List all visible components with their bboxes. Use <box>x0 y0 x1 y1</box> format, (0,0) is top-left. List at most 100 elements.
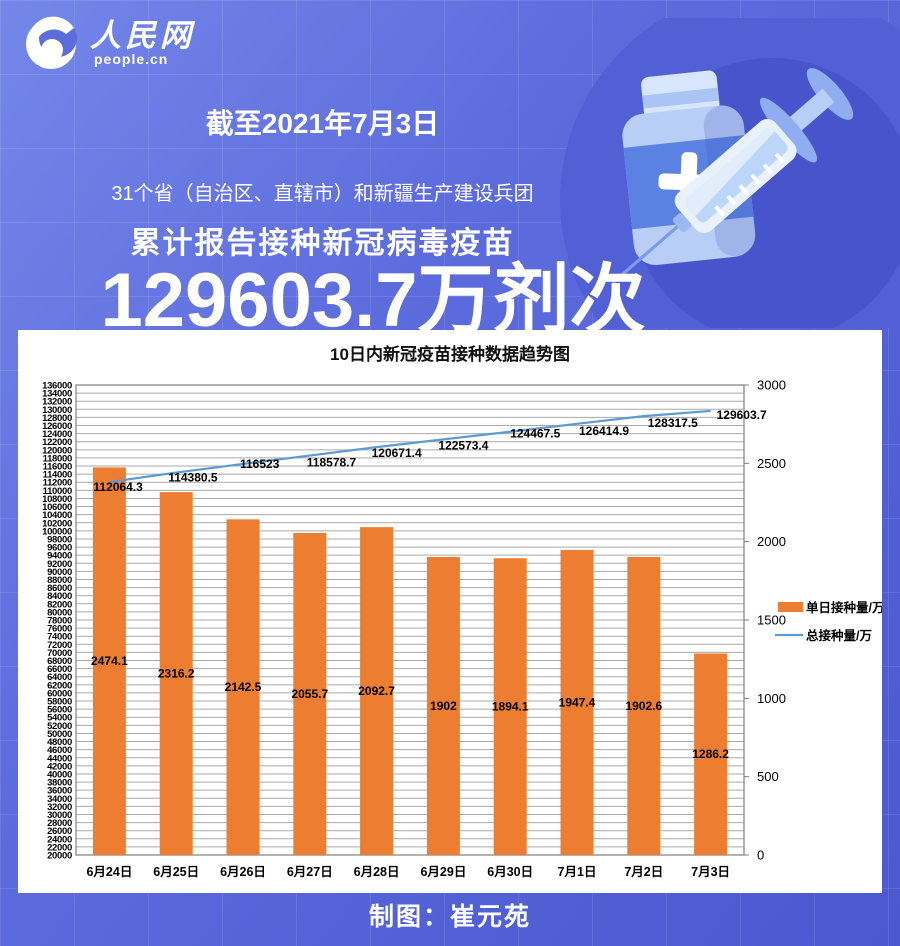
bar <box>360 527 394 855</box>
bar <box>92 467 126 855</box>
x-axis-label: 6月26日 <box>220 865 266 879</box>
left-axis-label: 56000 <box>47 705 72 716</box>
syringe-icon <box>611 68 854 285</box>
left-axis-label: 86000 <box>47 583 72 594</box>
legend-label: 单日接种量/万 <box>806 600 882 615</box>
bar-label: 2474.1 <box>91 654 128 668</box>
left-axis-label: 108000 <box>42 494 72 505</box>
left-axis-label: 60000 <box>47 688 72 699</box>
legend-label: 总接种量/万 <box>806 628 872 643</box>
left-axis-label: 22000 <box>47 842 72 853</box>
bar-label: 2092.7 <box>358 684 395 698</box>
left-axis-label: 20000 <box>47 851 72 862</box>
left-axis-label: 82000 <box>47 599 72 610</box>
logo-name: 人民网 <box>90 17 195 53</box>
left-axis-label: 116000 <box>43 462 72 473</box>
left-axis-label: 128000 <box>42 413 72 424</box>
left-axis-label: 130000 <box>42 405 72 416</box>
left-axis-label: 112000 <box>43 478 72 489</box>
line-label: 124467.5 <box>510 427 560 441</box>
left-axis-label: 132000 <box>42 397 72 408</box>
x-axis-label: 6月25日 <box>153 865 199 879</box>
left-axis-label: 126000 <box>42 421 72 432</box>
bar-label: 2316.2 <box>158 667 195 681</box>
right-axis-label: 1500 <box>757 613 786 628</box>
bar-label: 1894.1 <box>492 700 529 714</box>
bar-label: 1902.6 <box>625 699 662 713</box>
right-axis-label: 3000 <box>757 378 786 393</box>
bar <box>426 557 460 855</box>
left-axis-label: 32000 <box>47 802 72 813</box>
left-axis-label: 64000 <box>47 672 72 683</box>
headline-number: 129603.7万剂次 <box>100 258 646 343</box>
line-label: 120671.4 <box>372 446 422 460</box>
right-axis-label: 0 <box>757 848 764 863</box>
left-axis-label: 46000 <box>47 745 72 756</box>
left-axis-label: 34000 <box>47 794 72 805</box>
bar <box>493 558 527 855</box>
vaccine-illustration <box>560 18 900 328</box>
line-label: 122573.4 <box>438 438 488 452</box>
left-axis-label: 102000 <box>42 518 72 529</box>
line-label: 114380.5 <box>168 471 218 485</box>
left-axis-label: 94000 <box>47 551 72 562</box>
left-axis-label: 124000 <box>42 429 72 440</box>
left-axis-label: 114000 <box>43 470 72 481</box>
left-axis-label: 74000 <box>47 632 72 643</box>
left-axis-label: 42000 <box>47 761 72 772</box>
left-axis-label: 120000 <box>42 445 72 456</box>
bar-label: 1947.4 <box>559 695 596 709</box>
line-label: 112064.3 <box>93 480 143 494</box>
bar <box>226 519 260 855</box>
left-axis-label: 104000 <box>42 510 72 521</box>
x-axis-label: 7月3日 <box>691 865 730 879</box>
x-axis-label: 6月27日 <box>287 865 333 879</box>
chart-title: 10日内新冠疫苗接种数据趋势图 <box>330 345 570 364</box>
left-axis-label: 134000 <box>42 389 72 400</box>
left-axis-label: 50000 <box>47 729 72 740</box>
left-axis-label: 76000 <box>47 624 72 635</box>
scope-line: 31个省（自治区、直辖市）和新疆生产建设兵团 <box>111 183 534 205</box>
right-axis-label: 500 <box>757 769 779 784</box>
left-axis-label: 78000 <box>47 616 72 627</box>
left-axis-label: 72000 <box>47 640 72 651</box>
left-axis-label: 70000 <box>47 648 72 659</box>
left-axis-label: 52000 <box>47 721 72 732</box>
left-axis-label: 54000 <box>47 713 72 724</box>
right-axis-label: 2500 <box>757 456 786 471</box>
line-label: 129603.7 <box>717 408 767 422</box>
date-line: 截至2021年7月3日 <box>205 108 440 139</box>
left-axis-label: 26000 <box>47 826 72 837</box>
left-axis-label: 30000 <box>47 810 72 821</box>
x-axis-label: 6月24日 <box>86 865 132 879</box>
trend-line <box>109 409 711 484</box>
bar-label: 1286.2 <box>692 747 729 761</box>
line-label: 126414.9 <box>579 424 629 438</box>
left-axis-label: 62000 <box>47 680 72 691</box>
line-label: 128317.5 <box>648 416 698 430</box>
credit-line: 制图：崔元苑 <box>368 903 531 931</box>
legend-bar-swatch <box>778 602 803 612</box>
left-axis-label: 48000 <box>47 737 72 748</box>
left-axis-label: 98000 <box>47 534 72 545</box>
logo-subtitle: people.cn <box>94 51 169 68</box>
line-label: 116523 <box>240 457 280 471</box>
line-label: 118578.7 <box>307 456 357 470</box>
bar-label: 2142.5 <box>225 680 262 694</box>
left-axis-label: 106000 <box>42 502 72 513</box>
x-axis-label: 6月29日 <box>420 865 466 879</box>
left-axis-label: 92000 <box>47 559 72 570</box>
bar <box>159 492 193 855</box>
left-axis-label: 58000 <box>47 697 72 708</box>
left-axis-label: 80000 <box>47 607 72 618</box>
left-axis-label: 90000 <box>47 567 72 578</box>
bar <box>694 653 728 855</box>
x-axis-label: 6月30日 <box>487 865 533 879</box>
left-axis-label: 38000 <box>47 778 72 789</box>
headline-title: 累计报告接种新冠病毒疫苗 <box>130 227 515 260</box>
right-axis-label: 2000 <box>757 534 786 549</box>
bar <box>560 549 594 855</box>
left-axis-label: 84000 <box>47 591 72 602</box>
vaccination-trend-chart: 2000022000240002600028000300003200034000… <box>42 378 882 880</box>
